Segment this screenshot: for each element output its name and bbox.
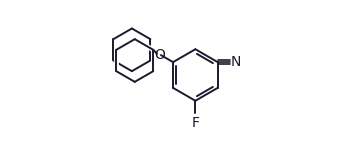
Text: O: O bbox=[154, 48, 165, 62]
Text: F: F bbox=[191, 116, 199, 130]
Text: N: N bbox=[231, 55, 241, 69]
